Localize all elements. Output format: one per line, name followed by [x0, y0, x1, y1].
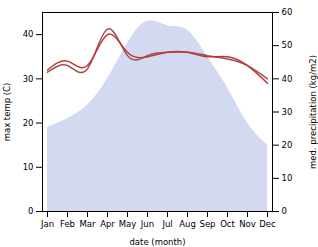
svg-text:60: 60: [282, 7, 293, 17]
svg-text:10: 10: [282, 173, 293, 183]
svg-text:Aug: Aug: [179, 219, 196, 229]
svg-text:50: 50: [282, 40, 293, 50]
svg-text:Sep: Sep: [199, 219, 215, 229]
svg-text:0: 0: [282, 206, 287, 216]
svg-text:40: 40: [282, 74, 293, 84]
svg-text:May: May: [119, 219, 137, 229]
svg-text:Mar: Mar: [79, 219, 96, 229]
svg-text:30: 30: [282, 107, 293, 117]
svg-text:max temp (C): max temp (C): [2, 83, 12, 142]
svg-text:40: 40: [23, 29, 34, 39]
svg-text:med. precipitation (kg/m2): med. precipitation (kg/m2): [308, 55, 318, 169]
svg-text:Jun: Jun: [140, 219, 154, 229]
svg-text:0: 0: [28, 206, 33, 216]
svg-text:Dec: Dec: [259, 219, 276, 229]
svg-text:Apr: Apr: [100, 219, 115, 229]
svg-text:Nov: Nov: [239, 219, 256, 229]
svg-text:10: 10: [23, 162, 34, 172]
svg-text:20: 20: [282, 140, 293, 150]
svg-text:Feb: Feb: [60, 219, 75, 229]
svg-text:20: 20: [23, 118, 34, 128]
svg-text:Oct: Oct: [220, 219, 235, 229]
svg-text:30: 30: [23, 74, 34, 84]
svg-text:Jan: Jan: [40, 219, 54, 229]
svg-text:Jul: Jul: [161, 219, 172, 229]
svg-text:date (month): date (month): [129, 237, 185, 247]
